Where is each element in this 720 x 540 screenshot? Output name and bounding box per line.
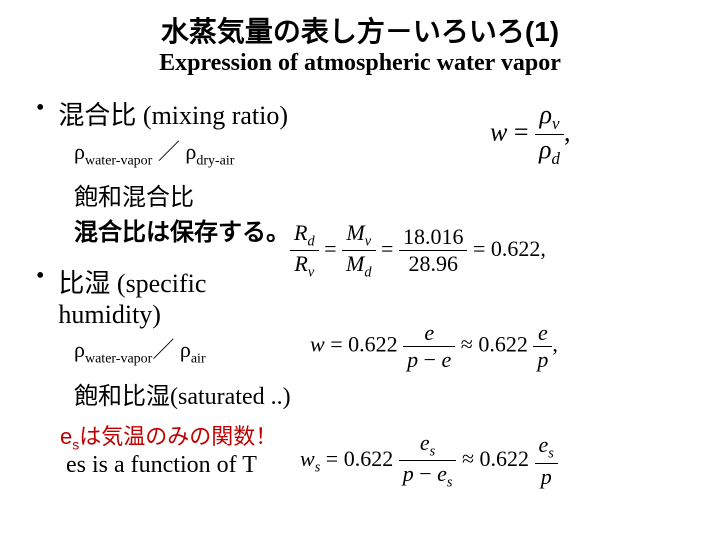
eq3-f1-num: e bbox=[403, 320, 455, 347]
rho-sub-air: air bbox=[191, 352, 206, 367]
eq1-den-sub: d bbox=[552, 149, 560, 168]
bullet2-label-line1: 比湿 (specific bbox=[58, 269, 206, 298]
equals-sign: = bbox=[330, 332, 348, 357]
bullet-dot-icon: • bbox=[36, 95, 44, 122]
bullet2-label-line2: humidity) bbox=[58, 300, 161, 329]
title-jp: 水蒸気量の表し方－いろいろ(1) bbox=[30, 10, 690, 50]
eq4-coef: 0.622 bbox=[344, 446, 394, 471]
eq2-f2-num-sub: v bbox=[365, 233, 371, 249]
eq3-f1-den-r: e bbox=[442, 347, 452, 372]
rho-sub-water-vapor: water-vapor bbox=[85, 153, 152, 168]
eq2-f1-den: R bbox=[294, 251, 307, 276]
eq4-f1-num-sub: s bbox=[430, 443, 436, 459]
eq1-num-sym: ρ bbox=[539, 100, 551, 129]
rho-sub-water-vapor: water-vapor bbox=[85, 352, 152, 367]
eq3-tail: , bbox=[552, 332, 558, 357]
eq4-f1-den-l: p bbox=[403, 461, 414, 486]
eq4-f2-num: e bbox=[539, 432, 549, 457]
eq1-den-sym: ρ bbox=[539, 135, 551, 164]
eq2-f2-den-sub: d bbox=[364, 265, 371, 281]
equals-sign: = bbox=[324, 236, 342, 261]
eq2-f2-num: M bbox=[346, 220, 364, 245]
eq2-f1-den-sub: v bbox=[308, 265, 314, 281]
eq4-f1-den-r-sub: s bbox=[447, 475, 453, 491]
equation-ws-from-es: ws = 0.622 es p − es ≈ 0.622 es p bbox=[300, 430, 558, 492]
eq4-coef2: 0.622 bbox=[480, 446, 530, 471]
eq2-frac3: 18.016 28.96 bbox=[399, 224, 468, 277]
divider-slash: ／ bbox=[152, 337, 174, 362]
bullet1-label: 混合比 (mixing ratio) bbox=[58, 95, 288, 132]
rho-symbol: ρ bbox=[74, 139, 85, 164]
equation-w-from-e: w = 0.622 e p − e ≈ 0.622 e p , bbox=[310, 320, 558, 373]
saturated-specific-humidity-label: 飽和比湿(saturated ..) bbox=[74, 376, 690, 411]
eq4-f1-num: e bbox=[420, 430, 430, 455]
approx-sign: ≈ bbox=[461, 332, 473, 357]
equals-sign: = bbox=[473, 236, 491, 261]
eq4-f2-num-sub: s bbox=[548, 446, 554, 462]
eq3-frac2: e p bbox=[533, 320, 552, 373]
equation-mixing-ratio-def: w = ρv ρd , bbox=[490, 100, 570, 169]
eq1-tail: , bbox=[564, 118, 571, 147]
eq1-num-sub: v bbox=[552, 114, 560, 133]
eq1-lhs: w bbox=[490, 118, 507, 147]
equals-sign: = bbox=[326, 446, 344, 471]
eq4-lhs: w bbox=[300, 446, 315, 471]
eq3-f2-num: e bbox=[533, 320, 552, 347]
title-en: Expression of atmospheric water vapor bbox=[30, 50, 690, 77]
eq2-frac1: Rd Rv bbox=[290, 220, 319, 282]
eq3-f2-den: p bbox=[533, 347, 552, 373]
eq3-coef: 0.622 bbox=[348, 332, 398, 357]
equals-sign: = bbox=[381, 236, 399, 261]
eq2-f2-den: M bbox=[346, 251, 364, 276]
bullet2-label: 比湿 (specific humidity) bbox=[58, 263, 206, 330]
eq4-lhs-sub: s bbox=[315, 459, 321, 475]
equation-epsilon: Rd Rv = Mv Md = 18.016 28.96 = 0.622, bbox=[290, 220, 546, 282]
eq3-frac1: e p − e bbox=[403, 320, 455, 373]
eq3-f1-den-l: p bbox=[407, 347, 418, 372]
eq3-lhs: w bbox=[310, 332, 325, 357]
eq4-frac2: es p bbox=[535, 432, 558, 489]
equals-sign: = bbox=[514, 118, 535, 147]
minus-sign: − bbox=[419, 461, 431, 486]
eq2-f3-den: 28.96 bbox=[399, 251, 468, 277]
rho-symbol: ρ bbox=[74, 337, 85, 362]
rho-sub-dry-air: dry-air bbox=[196, 153, 234, 168]
bullet-dot-icon: • bbox=[36, 263, 44, 290]
minus-sign: − bbox=[424, 347, 436, 372]
rho-symbol: ρ bbox=[185, 139, 196, 164]
bullet-mixing-ratio: • 混合比 (mixing ratio) bbox=[30, 95, 690, 132]
eq4-f1-den-r: e bbox=[437, 461, 447, 486]
eq4-frac1: es p − es bbox=[399, 430, 457, 492]
eq2-tail: , bbox=[540, 236, 546, 261]
eq4-f2-den: p bbox=[535, 464, 558, 490]
eq2-frac2: Mv Md bbox=[342, 220, 375, 282]
sat-mixing-ratio-label: 飽和混合比 bbox=[74, 177, 690, 212]
title-block: 水蒸気量の表し方－いろいろ(1) Expression of atmospher… bbox=[30, 10, 690, 77]
eq2-f1-num-sub: d bbox=[307, 233, 314, 249]
rho-symbol: ρ bbox=[180, 337, 191, 362]
eq2-f3-num: 18.016 bbox=[399, 224, 468, 251]
approx-sign: ≈ bbox=[462, 446, 474, 471]
eq3-coef2: 0.622 bbox=[478, 332, 528, 357]
es-e: e bbox=[60, 424, 72, 449]
es-rest: は気温のみの関数！ bbox=[79, 424, 277, 449]
eq2-f1-num: R bbox=[294, 220, 307, 245]
eq2-rhs: 0.622 bbox=[491, 236, 541, 261]
divider-slash: ／ bbox=[158, 139, 180, 164]
eq1-fraction: ρv ρd bbox=[535, 100, 564, 169]
mixing-ratio-expression: ρwater-vapor ／ ρdry-air bbox=[74, 134, 690, 169]
